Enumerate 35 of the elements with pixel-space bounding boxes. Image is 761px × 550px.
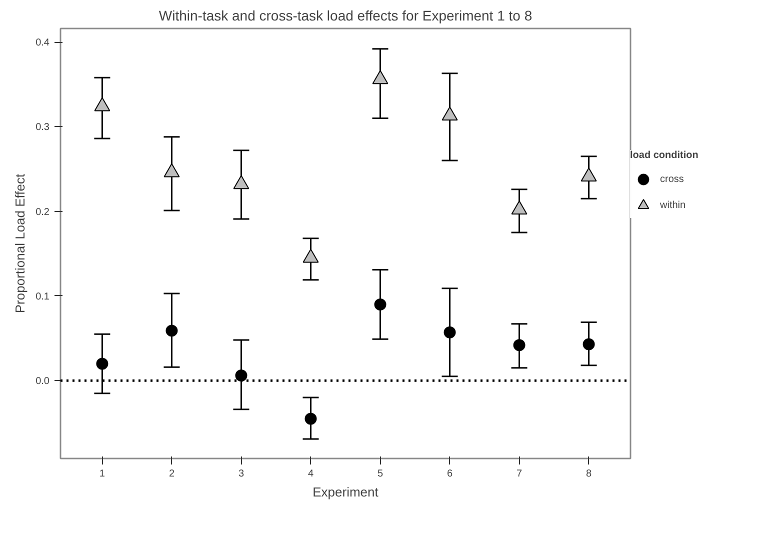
legend-title: load condition [630,150,698,161]
point [302,248,319,263]
point [304,412,317,425]
x-tick-label: 1 [99,468,106,480]
point [96,358,108,370]
x-tick-label: 6 [446,468,453,480]
y-axis-title: Proportional Load Effect [12,173,28,314]
point [372,70,388,84]
point [580,167,597,182]
point [164,163,180,178]
x-tick-label: 5 [377,468,384,480]
x-tick-label: 7 [516,468,522,480]
point [444,326,456,338]
y-tick-label: 0.0 [36,376,50,388]
y-tick-label: 0.2 [36,206,50,218]
point [94,97,110,112]
y-tick-label: 0.4 [36,38,50,49]
y-tick-label: 0.3 [36,122,50,134]
point [582,338,595,350]
legend-label: cross [660,174,684,184]
point [166,324,178,337]
point [374,298,386,310]
x-tick-label: 8 [586,468,592,480]
legend-label: within [660,200,686,210]
x-axis-title: Experiment [312,484,379,500]
x-tick-label: 2 [168,468,175,480]
point [511,200,528,214]
point [235,370,248,382]
x-tick-label: 3 [238,468,244,480]
point [513,339,526,352]
x-tick-label: 4 [308,468,314,480]
point [442,106,458,121]
chart-title: Within-task and cross-task load effects for Experiment 1 to 8 [158,8,532,24]
point [233,175,250,190]
y-tick-label: 0.1 [36,291,50,302]
